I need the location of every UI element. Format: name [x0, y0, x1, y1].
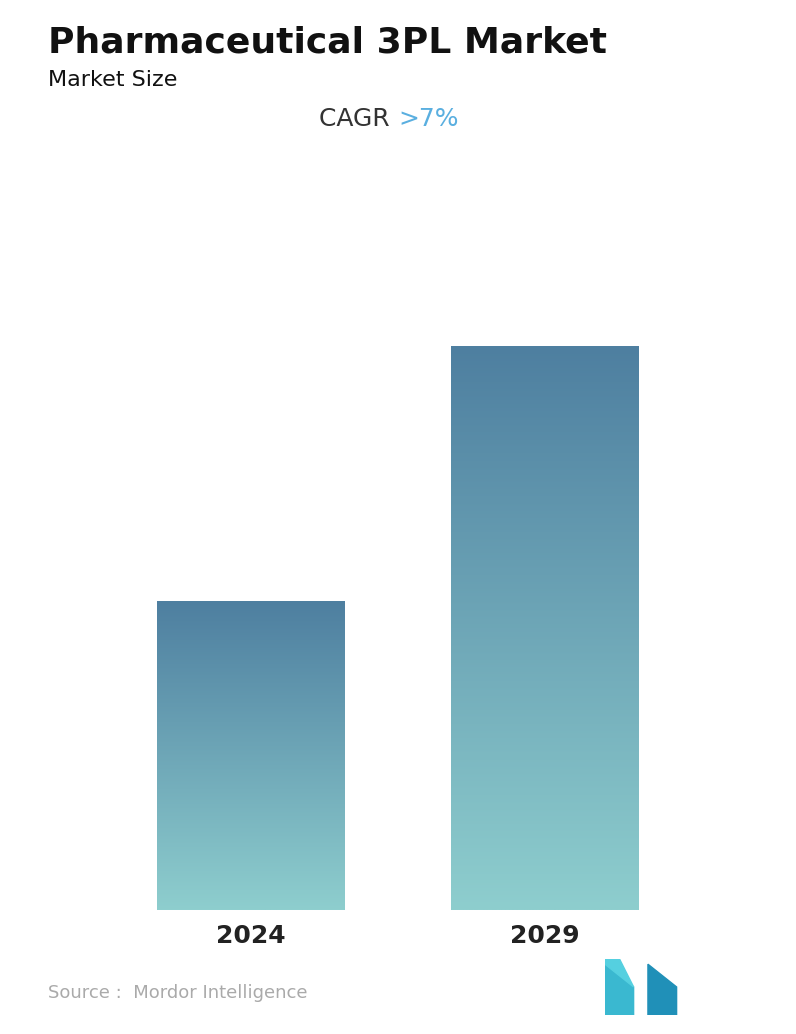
Text: >7%: >7% — [398, 107, 458, 131]
Polygon shape — [605, 964, 634, 1015]
Polygon shape — [605, 959, 634, 986]
Text: Market Size: Market Size — [48, 70, 178, 90]
Polygon shape — [648, 964, 677, 1015]
Text: Pharmaceutical 3PL Market: Pharmaceutical 3PL Market — [48, 26, 607, 60]
Text: CAGR: CAGR — [319, 107, 398, 131]
Text: Source :  Mordor Intelligence: Source : Mordor Intelligence — [48, 983, 307, 1002]
